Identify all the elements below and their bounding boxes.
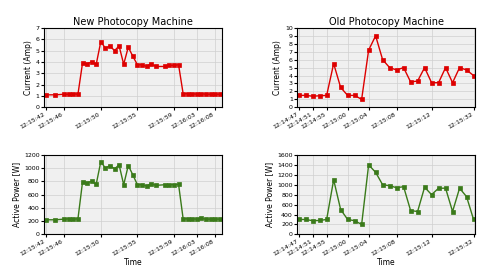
Title: Old Photocopy Machine: Old Photocopy Machine <box>328 17 443 27</box>
Y-axis label: Current (Amp): Current (Amp) <box>272 40 282 95</box>
X-axis label: Time: Time <box>376 258 394 267</box>
X-axis label: Time: Time <box>123 258 142 267</box>
Y-axis label: Active Power [W]: Active Power [W] <box>265 162 274 227</box>
Y-axis label: Active Power [W]: Active Power [W] <box>12 162 21 227</box>
Y-axis label: Current (Amp): Current (Amp) <box>24 40 32 95</box>
Title: New Photocopy Machine: New Photocopy Machine <box>73 17 192 27</box>
